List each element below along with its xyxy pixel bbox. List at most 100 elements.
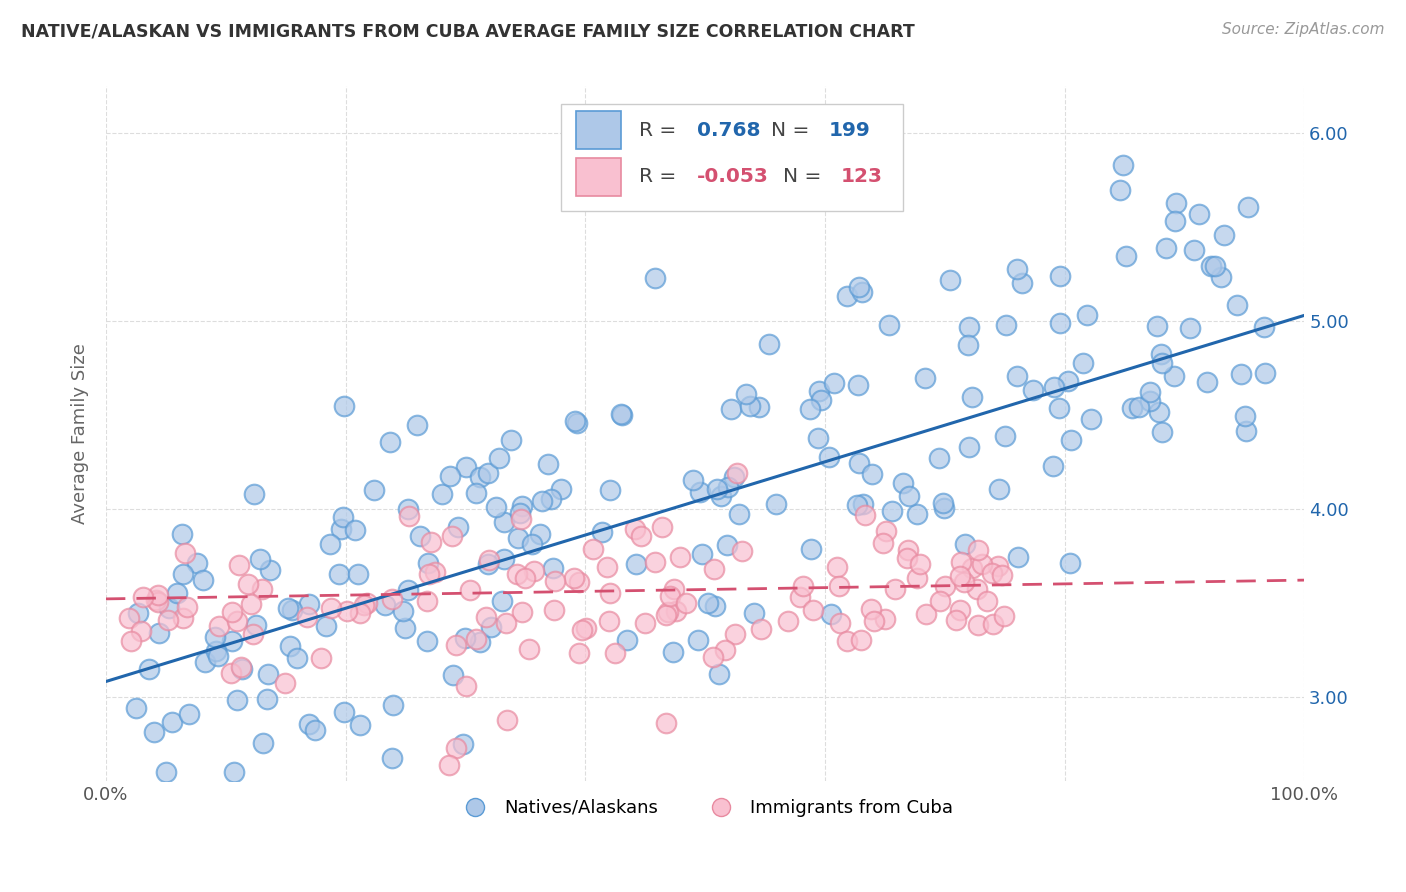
Point: [616, 633, 638, 648]
Point: [451, 737, 474, 751]
Point: [444, 741, 467, 756]
Point: [418, 566, 440, 581]
Point: [142, 724, 165, 739]
Point: [120, 634, 142, 648]
Point: [353, 598, 375, 612]
Point: [273, 675, 295, 690]
Legend: Natives/Alaskans, Immigrants from Cuba: Natives/Alaskans, Immigrants from Cuba: [450, 791, 960, 824]
Point: [1163, 368, 1185, 383]
Point: [725, 467, 748, 481]
Point: [851, 632, 873, 647]
Point: [494, 552, 516, 566]
Point: [333, 399, 356, 413]
Point: [568, 646, 591, 660]
Point: [1182, 243, 1205, 257]
Point: [1150, 425, 1173, 439]
Point: [655, 607, 678, 622]
Point: [1150, 356, 1173, 370]
Text: N =: N =: [783, 167, 828, 186]
Point: [728, 507, 751, 521]
Point: [949, 603, 972, 617]
Point: [468, 635, 491, 649]
Point: [960, 561, 983, 575]
Point: [465, 486, 488, 500]
Point: [564, 414, 586, 428]
Point: [508, 531, 530, 545]
Point: [238, 577, 260, 591]
Point: [596, 560, 619, 574]
Point: [1121, 401, 1143, 415]
Point: [329, 522, 352, 536]
Point: [995, 318, 1018, 332]
Point: [1011, 276, 1033, 290]
Point: [499, 434, 522, 448]
Point: [742, 606, 765, 620]
Point: [1049, 269, 1071, 284]
Point: [898, 489, 921, 503]
Point: [129, 624, 152, 638]
Point: [280, 639, 302, 653]
Point: [846, 378, 869, 392]
Point: [714, 642, 737, 657]
Point: [1042, 458, 1064, 473]
Point: [256, 667, 278, 681]
Point: [1076, 308, 1098, 322]
Point: [146, 588, 169, 602]
Point: [1199, 259, 1222, 273]
Point: [415, 633, 437, 648]
Point: [242, 627, 264, 641]
Point: [624, 557, 647, 571]
Point: [228, 558, 250, 573]
Text: N =: N =: [770, 120, 815, 140]
Point: [125, 701, 148, 715]
Point: [877, 318, 900, 332]
Point: [496, 713, 519, 727]
Point: [1236, 201, 1258, 215]
Point: [599, 483, 621, 497]
Point: [610, 407, 633, 421]
Point: [575, 621, 598, 635]
Point: [1080, 412, 1102, 426]
Bar: [575, 158, 621, 195]
Point: [172, 610, 194, 624]
Point: [394, 621, 416, 635]
Point: [222, 764, 245, 779]
Point: [846, 498, 869, 512]
Text: 123: 123: [841, 167, 883, 186]
Point: [155, 764, 177, 779]
Point: [664, 582, 686, 596]
Point: [162, 715, 184, 730]
Point: [957, 320, 980, 334]
Point: [792, 579, 814, 593]
Point: [540, 491, 562, 506]
Point: [176, 599, 198, 614]
Point: [598, 614, 620, 628]
Point: [1060, 433, 1083, 447]
Point: [439, 469, 461, 483]
Point: [127, 606, 149, 620]
Point: [194, 655, 217, 669]
Point: [799, 402, 821, 417]
Point: [374, 599, 396, 613]
Point: [682, 473, 704, 487]
Point: [531, 493, 554, 508]
Point: [510, 605, 533, 619]
Point: [655, 716, 678, 731]
Point: [582, 542, 605, 557]
Point: [928, 450, 950, 465]
Point: [207, 619, 229, 633]
Point: [1115, 248, 1137, 262]
Point: [860, 601, 883, 615]
Point: [873, 612, 896, 626]
Point: [396, 501, 419, 516]
Point: [949, 556, 972, 570]
Point: [630, 529, 652, 543]
Point: [960, 391, 983, 405]
Point: [848, 456, 870, 470]
Point: [852, 497, 875, 511]
Point: [240, 597, 263, 611]
Point: [309, 651, 332, 665]
Point: [605, 646, 627, 660]
Y-axis label: Average Family Size: Average Family Size: [72, 343, 89, 524]
Point: [285, 651, 308, 665]
